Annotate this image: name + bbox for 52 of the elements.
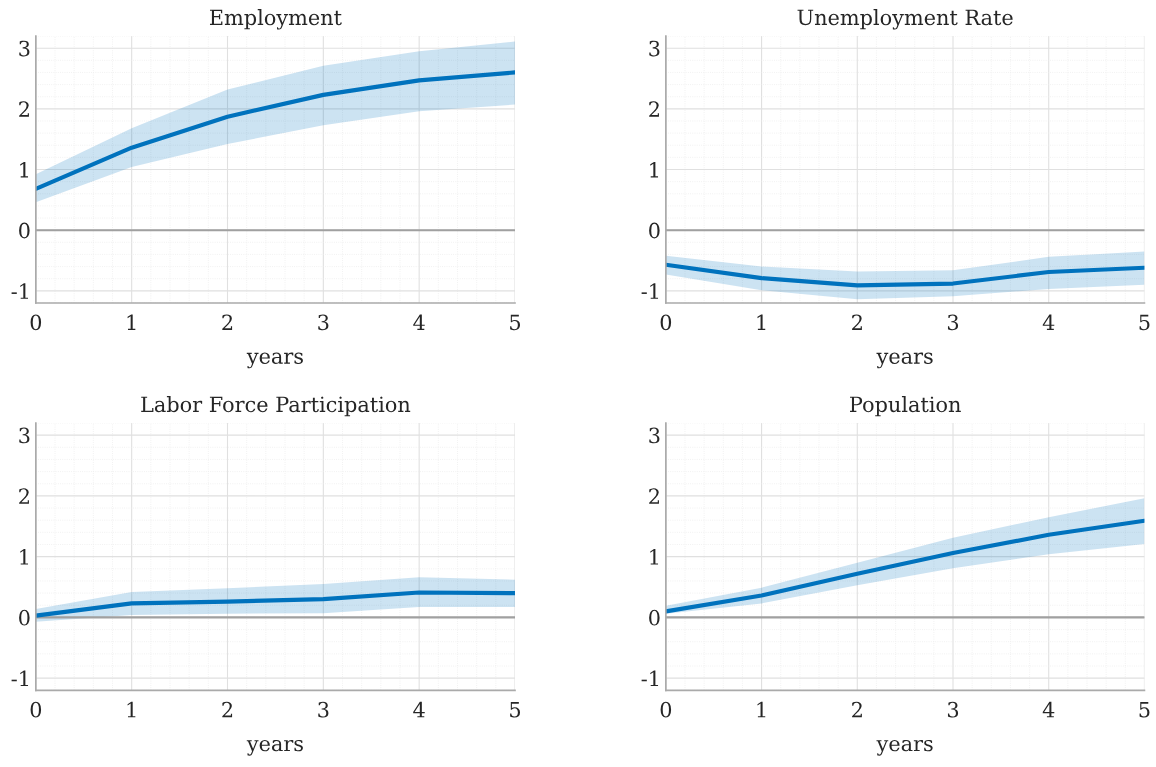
- x-axis-title: years: [876, 739, 933, 756]
- chart-title: Unemployment Rate: [797, 9, 1013, 30]
- y-tick-label: 2: [19, 488, 29, 504]
- x-tick-label: 2: [222, 314, 233, 330]
- y-tick-label: 2: [649, 488, 659, 504]
- x-tick-label: 1: [757, 314, 766, 330]
- x-tick-label: 1: [127, 314, 136, 330]
- x-tick-label: 2: [222, 701, 233, 718]
- line-series: [665, 518, 1145, 614]
- y-tick-label: -1: [11, 283, 29, 299]
- y-tick-label: 1: [650, 549, 659, 565]
- y-tick-label: 2: [649, 101, 659, 117]
- x-tick-label: 5: [510, 702, 521, 718]
- x-tick-label: 2: [852, 314, 862, 330]
- x-axis-title: years: [246, 739, 303, 756]
- x-tick-label: 4: [1042, 701, 1055, 718]
- line-series: [35, 590, 515, 618]
- y-tick-label: -1: [641, 670, 659, 687]
- x-tick-label: 3: [947, 701, 959, 718]
- x-tick-label: 4: [413, 314, 425, 330]
- y-tick-label: 3: [19, 40, 30, 57]
- y-tick-label: 2: [19, 101, 29, 117]
- x-tick-label: 5: [510, 314, 521, 331]
- chart-title: Employment: [209, 9, 342, 30]
- y-tick-label: 0: [649, 222, 660, 239]
- y-tick-label: 1: [20, 549, 29, 565]
- y-tick-label: 0: [19, 609, 30, 626]
- x-axis-title: years: [246, 352, 303, 369]
- y-tick-label: -1: [11, 670, 29, 687]
- y-tick-label: 3: [649, 427, 660, 444]
- line-series: [665, 262, 1145, 288]
- chart-title: Population: [850, 396, 961, 417]
- x-tick-label: 5: [1139, 314, 1150, 331]
- chart-title: Labor Force Participation: [141, 396, 411, 417]
- x-tick-label: 5: [1139, 702, 1150, 718]
- x-tick-label: 4: [1042, 314, 1055, 330]
- y-tick-label: 3: [649, 40, 660, 57]
- x-axis-title: years: [876, 352, 933, 369]
- x-tick-label: 3: [318, 314, 329, 331]
- line-series: [35, 70, 515, 192]
- x-tick-label: 1: [757, 701, 766, 718]
- x-tick-label: 1: [127, 701, 136, 718]
- y-tick-label: 0: [649, 609, 660, 626]
- y-tick-label: -1: [641, 283, 659, 299]
- y-tick-label: 1: [650, 161, 659, 178]
- x-tick-label: 4: [413, 701, 425, 718]
- x-tick-label: 2: [852, 701, 862, 718]
- y-tick-label: 0: [19, 222, 30, 239]
- y-tick-label: 1: [20, 161, 29, 178]
- x-tick-label: 3: [318, 701, 329, 718]
- x-tick-label: 3: [947, 314, 959, 331]
- y-tick-label: 3: [19, 427, 30, 444]
